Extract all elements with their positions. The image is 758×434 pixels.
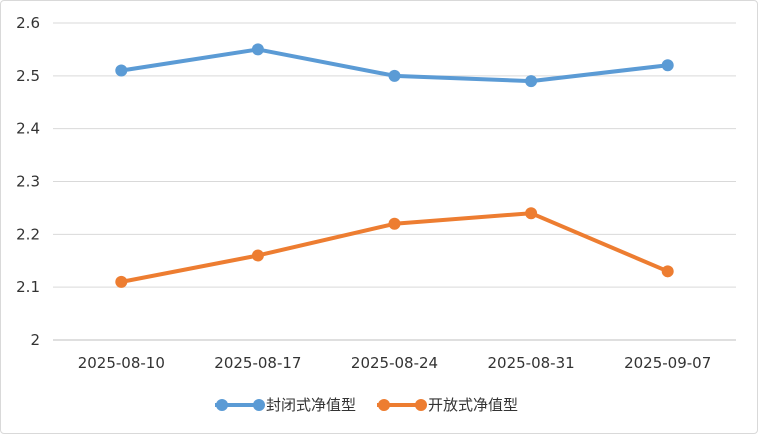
legend-label-2: 开放式净值型 xyxy=(428,396,518,414)
data-point[interactable] xyxy=(388,217,401,230)
x-axis-tick-labels: 2025-08-10 2025-08-17 2025-08-24 2025-08-31… xyxy=(78,354,712,372)
data-point[interactable] xyxy=(251,43,264,56)
data-point[interactable] xyxy=(525,75,538,88)
data-point[interactable] xyxy=(525,207,538,220)
x-tick-label: 2025-08-17 xyxy=(214,354,301,372)
legend-marker-1b xyxy=(253,399,265,411)
y-tick-label: 2.2 xyxy=(16,225,40,243)
y-tick-label: 2.1 xyxy=(16,278,40,296)
legend-marker-2a xyxy=(378,399,390,411)
legend-marker-1a xyxy=(216,399,228,411)
data-point[interactable] xyxy=(251,249,264,262)
y-tick-label: 2 xyxy=(30,331,40,349)
legend-item-2[interactable]: 开放式净值型 xyxy=(377,396,518,414)
legend: 封闭式净值型 开放式净值型 xyxy=(215,396,518,414)
y-tick-label: 2.4 xyxy=(16,120,40,138)
data-point[interactable] xyxy=(388,69,401,82)
data-point[interactable] xyxy=(115,275,128,288)
y-axis-tick-labels: 2 2.1 2.2 2.3 2.4 2.5 2.6 xyxy=(16,14,40,349)
y-tick-label: 2.6 xyxy=(16,14,40,32)
x-tick-label: 2025-08-10 xyxy=(78,354,165,372)
legend-label-1: 封闭式净值型 xyxy=(266,396,356,414)
series-lines xyxy=(115,43,674,288)
x-tick-label: 2025-09-07 xyxy=(624,354,711,372)
y-tick-label: 2.3 xyxy=(16,173,40,191)
data-point[interactable] xyxy=(115,64,128,77)
legend-marker-2b xyxy=(415,399,427,411)
data-point[interactable] xyxy=(661,265,674,278)
x-tick-label: 2025-08-24 xyxy=(351,354,438,372)
y-tick-label: 2.5 xyxy=(16,67,40,85)
legend-item-1[interactable]: 封闭式净值型 xyxy=(215,396,356,414)
x-tick-label: 2025-08-31 xyxy=(488,354,575,372)
data-point[interactable] xyxy=(661,59,674,72)
